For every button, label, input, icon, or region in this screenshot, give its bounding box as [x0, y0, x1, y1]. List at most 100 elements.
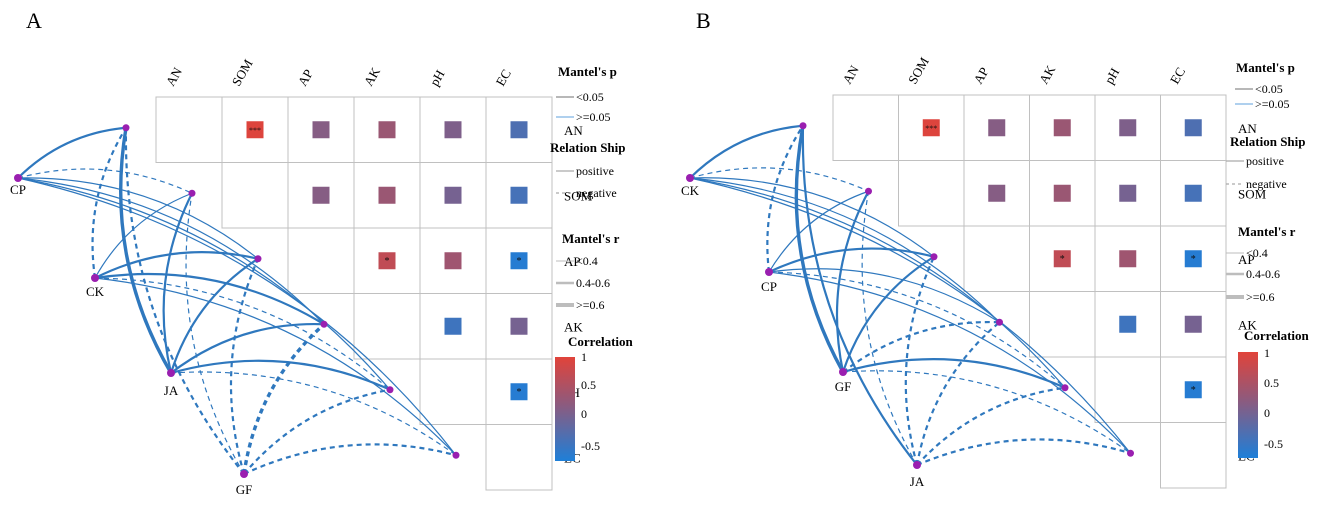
mantel-link	[17, 126, 127, 179]
variable-node	[320, 320, 328, 328]
column-label: EC	[493, 67, 514, 89]
mantel-link	[915, 321, 1001, 466]
legend-relationship-item-1: positive	[576, 164, 614, 178]
panel-b: B ANANSOMSOMAPAPAKAKpHpHECEC****** CKCPG…	[681, 8, 1310, 489]
colorbar-tick-1: 1	[1264, 346, 1270, 360]
mantel-link	[861, 191, 918, 466]
correlation-square	[1053, 250, 1071, 268]
panel-b-links: CK CP GF JA	[681, 122, 1134, 489]
colorbar-tick-3: 0	[1264, 406, 1270, 420]
group-node	[686, 174, 694, 182]
mantel-link	[162, 192, 193, 374]
significance-mark: *	[1060, 254, 1065, 265]
heatmap-cell	[155, 96, 223, 163]
mantel-link	[94, 277, 457, 456]
mantel-link	[229, 258, 260, 475]
group-label: CP	[10, 182, 26, 197]
group-label: CK	[86, 284, 105, 299]
correlation-square	[1184, 315, 1202, 333]
panel-a-heatmap: ANANSOMSOMAPAPAKAKpHpHECEC******	[155, 56, 593, 491]
row-label: AP	[1238, 252, 1255, 267]
mantel-link	[689, 177, 1131, 454]
mantel-link	[689, 124, 804, 179]
colorbar-tick-4: -0.5	[1264, 437, 1283, 451]
column-label: AK	[1036, 62, 1059, 86]
significance-mark: *	[517, 256, 522, 267]
heatmap-cell	[287, 227, 355, 294]
mantel-link	[841, 255, 935, 373]
mantel-link	[801, 125, 918, 466]
mantel-link	[768, 268, 1000, 323]
legend-p-item-2: >=0.05	[1255, 97, 1290, 111]
legend-p-item-2: >=0.05	[576, 110, 611, 124]
correlation-colorbar	[555, 357, 575, 461]
mantel-link	[842, 358, 1066, 389]
mantel-link	[794, 125, 845, 373]
mantel-link	[17, 168, 193, 194]
panel-a-label: A	[26, 8, 42, 33]
group-label: CK	[681, 183, 700, 198]
correlation-square	[1053, 119, 1071, 137]
variable-node	[1061, 384, 1069, 392]
group-label: CP	[761, 279, 777, 294]
legend-mantel-r-title: Mantel's r	[562, 231, 620, 246]
legend-mantel-p-title: Mantel's p	[558, 64, 617, 79]
mantel-link	[17, 177, 259, 260]
mantel-link	[124, 127, 245, 475]
mantel-link	[91, 127, 127, 279]
panel-a-links: CP CK JA GF	[10, 124, 460, 497]
correlation-square	[1184, 184, 1202, 202]
variable-node	[930, 253, 938, 261]
heatmap-cell	[1160, 422, 1227, 489]
mantel-link	[835, 190, 870, 373]
correlation-square	[510, 186, 528, 204]
mantel-link	[916, 386, 1066, 466]
row-label: AK	[564, 319, 583, 334]
correlation-square	[378, 121, 396, 139]
mantel-link	[170, 359, 391, 391]
mantel-link	[242, 322, 326, 475]
correlation-square	[510, 252, 528, 270]
correlation-square	[444, 317, 462, 335]
colorbar-tick-4: -0.5	[581, 439, 600, 453]
correlation-square	[1119, 184, 1137, 202]
row-label: SOM	[1238, 186, 1267, 201]
correlation-square	[444, 186, 462, 204]
panel-b-legend: Mantel's p <0.05 >=0.05 Relation Ship po…	[1226, 60, 1310, 458]
correlation-square	[922, 119, 940, 137]
group-node	[167, 369, 175, 377]
correlation-square	[444, 252, 462, 270]
mantel-link	[689, 177, 1066, 389]
mantel-link	[842, 370, 1131, 454]
colorbar-tick-2: 0.5	[581, 378, 596, 392]
legend-mantel-p-title: Mantel's p	[1236, 60, 1295, 75]
correlation-square	[1119, 250, 1137, 268]
group-node	[91, 274, 99, 282]
legend-p-item-1: <0.05	[1255, 82, 1283, 96]
significance-mark: *	[385, 256, 390, 267]
column-label: AP	[970, 65, 991, 87]
mantel-link	[768, 271, 1066, 389]
column-label: SOM	[229, 56, 256, 88]
group-node	[839, 368, 847, 376]
variable-node	[386, 386, 394, 394]
mantel-link	[17, 177, 391, 391]
mantel-link	[170, 371, 457, 456]
legend-correlation-title: Correlation	[568, 334, 634, 349]
heatmap-cell	[485, 424, 553, 491]
correlation-square	[312, 121, 330, 139]
heatmap-cell	[1029, 291, 1096, 358]
column-label: AN	[839, 62, 862, 86]
legend-r-item-1: <0.4	[576, 254, 598, 268]
variable-node	[799, 122, 807, 130]
mantel-link	[689, 177, 935, 258]
heatmap-cell	[1094, 356, 1161, 423]
group-label: JA	[910, 474, 925, 489]
mantel-link	[170, 322, 325, 374]
significance-mark: *	[517, 387, 522, 398]
correlation-square	[988, 184, 1006, 202]
significance-mark: *	[1191, 254, 1196, 265]
group-node	[14, 174, 22, 182]
heatmap-cell	[963, 225, 1030, 292]
